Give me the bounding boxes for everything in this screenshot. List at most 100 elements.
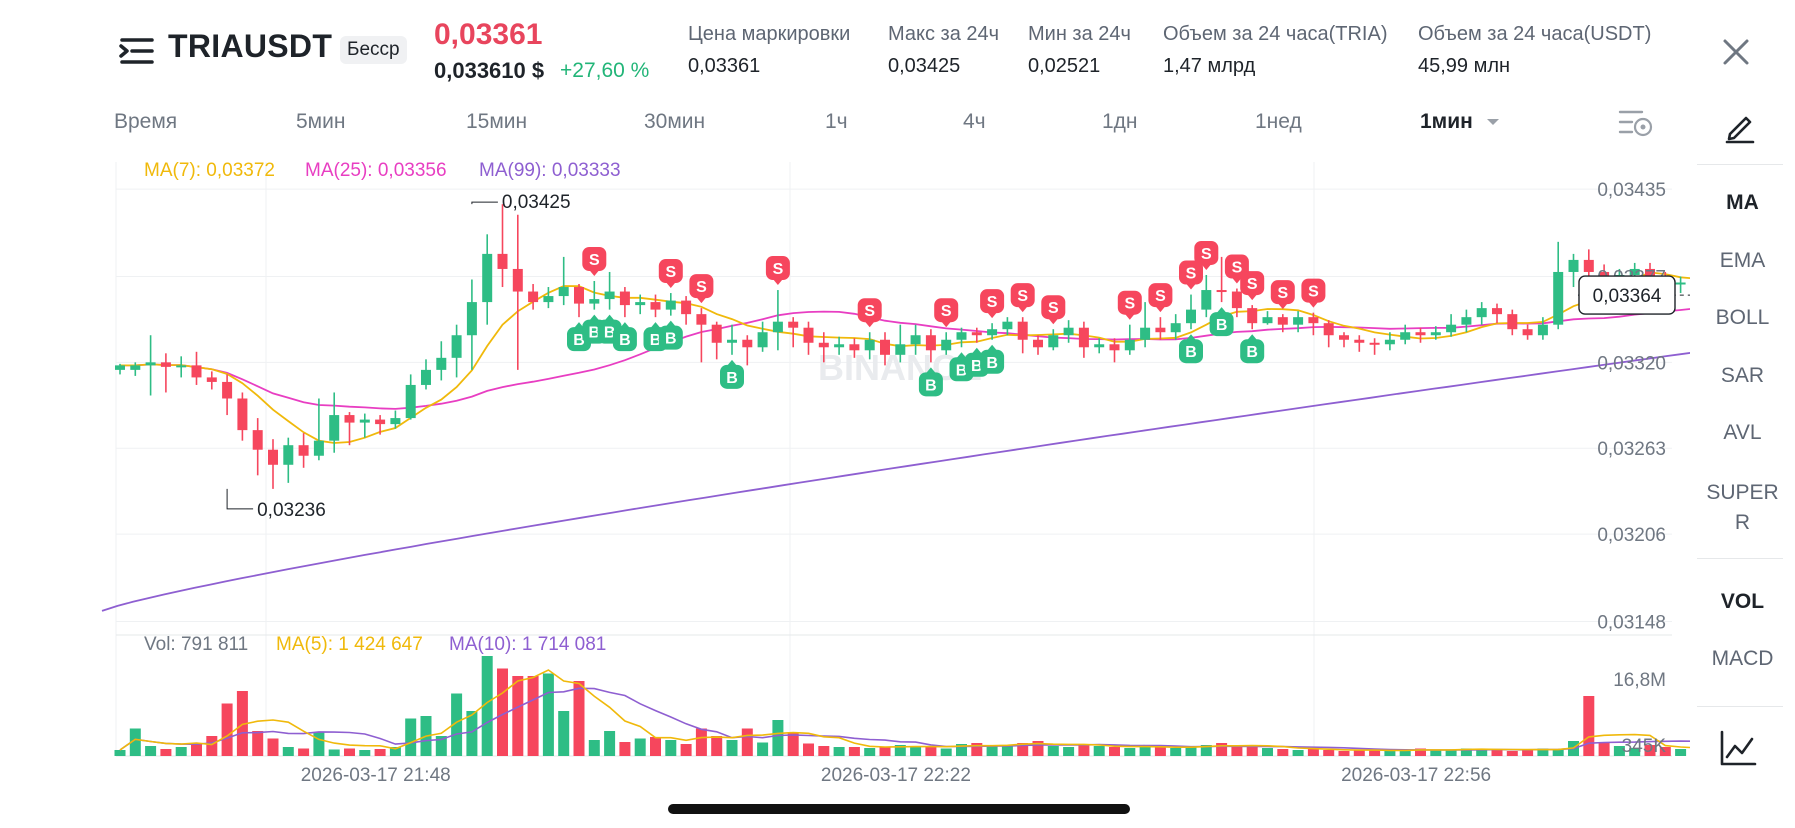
marker-badge — [980, 289, 1005, 314]
indicator-avl[interactable]: AVL — [1723, 421, 1762, 444]
candle-body — [1369, 342, 1380, 345]
marker-label: B — [650, 332, 662, 349]
indicator-supertrend-label-suffix: R — [1734, 511, 1751, 534]
marker-pointer — [987, 344, 998, 351]
close-icon[interactable] — [1716, 32, 1756, 72]
marker-label: S — [1186, 266, 1197, 283]
candle-body — [1201, 290, 1212, 310]
volume-axis-label: 16,8M — [1613, 670, 1666, 691]
ma7-legend: MA(7): 0,03372 — [144, 160, 275, 181]
marker-badge — [918, 372, 943, 397]
chart-grid — [115, 162, 1672, 757]
symbol-title[interactable]: TRIAUSDT — [168, 28, 333, 64]
marker-pointer — [1124, 313, 1135, 320]
candle-body — [971, 332, 982, 336]
candle-body — [1170, 323, 1181, 333]
tab-time[interactable]: Время — [114, 110, 178, 133]
sell-marker: S — [1148, 283, 1173, 313]
chart-type-icon[interactable] — [1718, 728, 1758, 768]
marker-badge — [1041, 295, 1066, 320]
marker-pointer — [1277, 303, 1288, 310]
volume-bar — [252, 731, 264, 756]
marker-label: S — [941, 303, 952, 320]
volume-bar — [512, 676, 524, 756]
candle-body — [681, 300, 692, 315]
indicator-vol[interactable]: VOL — [1720, 590, 1765, 613]
tab-4h[interactable]: 4ч — [963, 110, 986, 133]
axis-labels: 0,034350,033770,033200,032630,032060,031… — [301, 180, 1667, 786]
menu-icon[interactable] — [118, 34, 156, 68]
tab-5min[interactable]: 5мин — [296, 110, 346, 133]
volume-bar — [129, 728, 141, 756]
sell-marker: S — [1179, 260, 1203, 290]
marker-badge — [857, 298, 882, 323]
candle-body — [405, 384, 416, 419]
buy-marker: B — [1179, 334, 1203, 364]
tab-15min[interactable]: 15мин — [466, 110, 528, 133]
volume-bar — [1200, 745, 1212, 756]
indicator-supertrend-label: SUPER — [1706, 481, 1779, 504]
indicator-ma[interactable]: MA — [1726, 191, 1759, 214]
draw-pencil-icon[interactable] — [1722, 108, 1758, 144]
candle-body — [206, 377, 217, 382]
candle-body — [1186, 309, 1196, 324]
chart-settings-icon[interactable] — [1618, 108, 1654, 138]
candle-body — [727, 339, 737, 343]
marker-pointer — [772, 279, 783, 286]
candle-body — [313, 440, 324, 456]
candle-body — [650, 302, 661, 310]
candle-body — [665, 300, 676, 310]
marker-badge — [1270, 280, 1295, 305]
volume-bar — [1078, 745, 1090, 756]
marker-pointer — [727, 359, 737, 366]
candle-body — [1323, 323, 1334, 336]
indicator-ema[interactable]: EMA — [1719, 249, 1766, 272]
volume-bar — [1032, 741, 1044, 756]
tab-1d[interactable]: 1дн — [1102, 110, 1138, 133]
volume-bar — [695, 728, 707, 756]
volume-24h-usdt-value: 45,99 млн — [1418, 55, 1511, 77]
candle-body — [956, 332, 967, 340]
tab-1w[interactable]: 1нед — [1255, 110, 1302, 133]
volume-bar — [1277, 749, 1289, 756]
indicator-boll[interactable]: BOLL — [1715, 306, 1770, 329]
sell-marker: S — [934, 298, 959, 328]
indicator-supertrend[interactable]: SUPER R — [1690, 478, 1795, 538]
marker-pointer — [1308, 301, 1319, 308]
volume-bar — [344, 748, 355, 756]
usd-price: 0,033610 $ — [434, 58, 545, 83]
home-indicator — [668, 804, 1130, 814]
indicator-macd[interactable]: MACD — [1711, 647, 1774, 670]
tab-1min-dropdown[interactable]: 1мин — [1420, 110, 1501, 134]
sidebar-divider — [1697, 164, 1783, 165]
ma25-legend: MA(25): 0,03356 — [305, 160, 447, 181]
sidebar-divider — [1697, 706, 1783, 707]
tab-30min[interactable]: 30мин — [644, 110, 706, 133]
marker-label: S — [773, 261, 784, 278]
indicator-sar[interactable]: SAR — [1720, 364, 1765, 387]
volume-bar — [787, 732, 799, 756]
tab-1h[interactable]: 1ч — [825, 110, 848, 133]
marker-badge — [1209, 312, 1234, 337]
candle-body — [941, 339, 952, 351]
candle-body — [803, 327, 814, 343]
volume-bar — [527, 676, 539, 756]
volume-bar — [650, 737, 661, 756]
candle-body — [1522, 329, 1533, 336]
vol-ma10-legend: MA(10): 1 714 081 — [449, 634, 606, 655]
ma99-legend: MA(99): 0,03333 — [479, 160, 621, 181]
volume-bar — [711, 736, 723, 756]
volume-bar — [1216, 743, 1228, 756]
marker-pointer — [1216, 307, 1227, 314]
y-axis-tick-label: 0,03263 — [1597, 439, 1666, 460]
volume-bar — [1262, 748, 1273, 756]
marker-pointer — [1231, 277, 1242, 284]
volume-bar — [604, 731, 616, 756]
current-price-marker: 0,03364 — [1578, 275, 1690, 315]
marker-pointer — [1247, 294, 1258, 301]
sell-marker: S — [857, 298, 882, 328]
marker-label: S — [1308, 284, 1319, 301]
candle-body — [543, 296, 554, 303]
candle-body — [910, 335, 921, 345]
